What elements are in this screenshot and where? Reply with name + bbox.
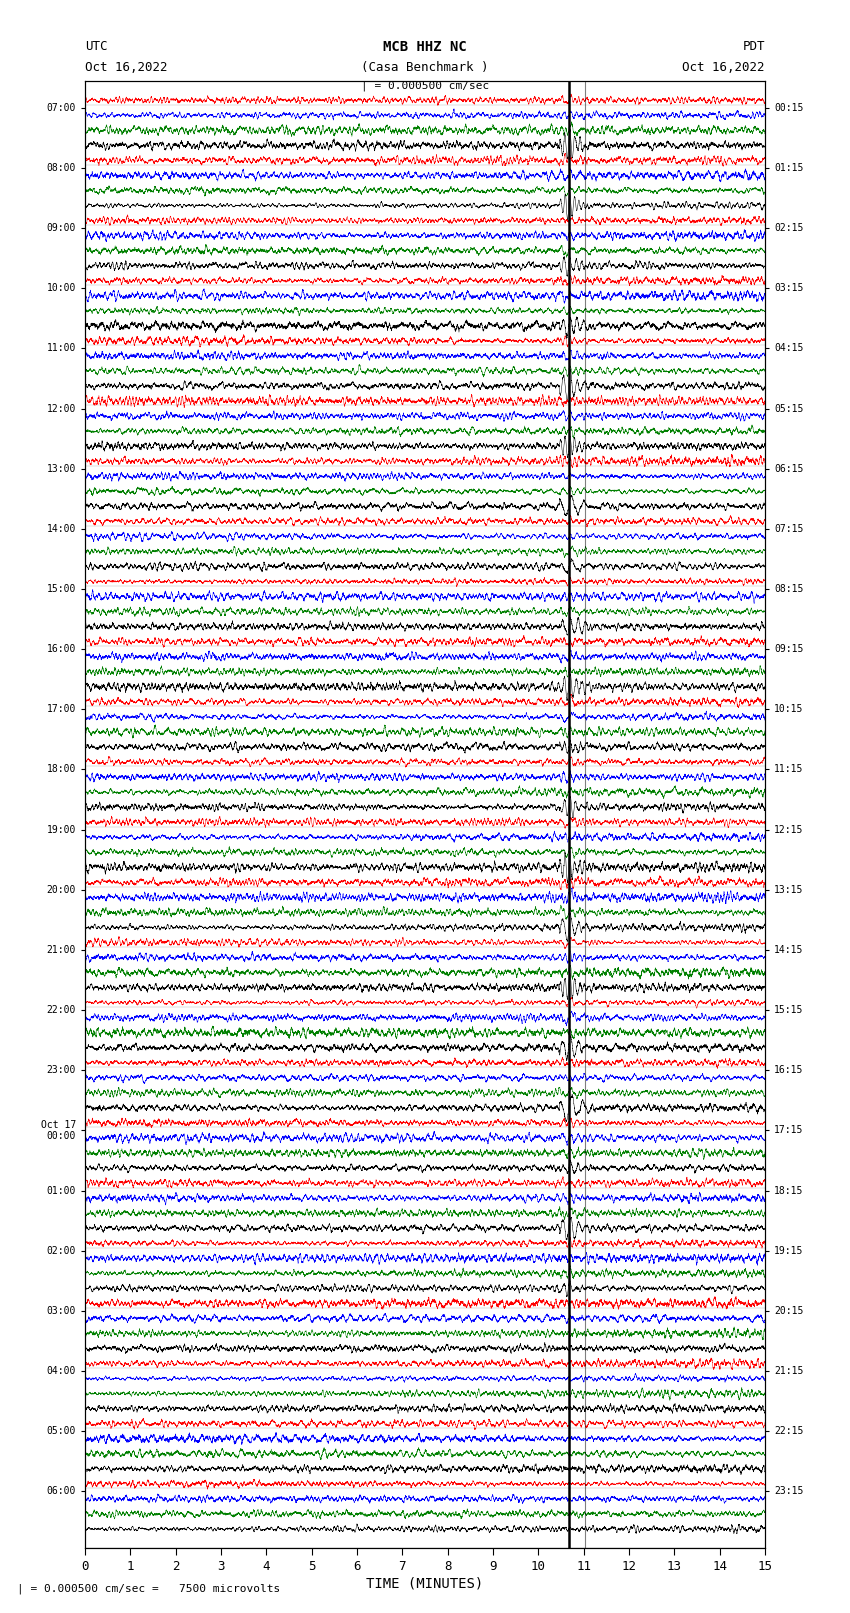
Text: Oct 16,2022: Oct 16,2022 [85,61,167,74]
Text: (Casa Benchmark ): (Casa Benchmark ) [361,61,489,74]
Text: PDT: PDT [743,40,765,53]
X-axis label: TIME (MINUTES): TIME (MINUTES) [366,1576,484,1590]
Text: | = 0.000500 cm/sec: | = 0.000500 cm/sec [361,81,489,92]
Text: | = 0.000500 cm/sec =   7500 microvolts: | = 0.000500 cm/sec = 7500 microvolts [17,1582,280,1594]
Text: Oct 16,2022: Oct 16,2022 [683,61,765,74]
Text: UTC: UTC [85,40,107,53]
Text: MCB HHZ NC: MCB HHZ NC [383,40,467,55]
